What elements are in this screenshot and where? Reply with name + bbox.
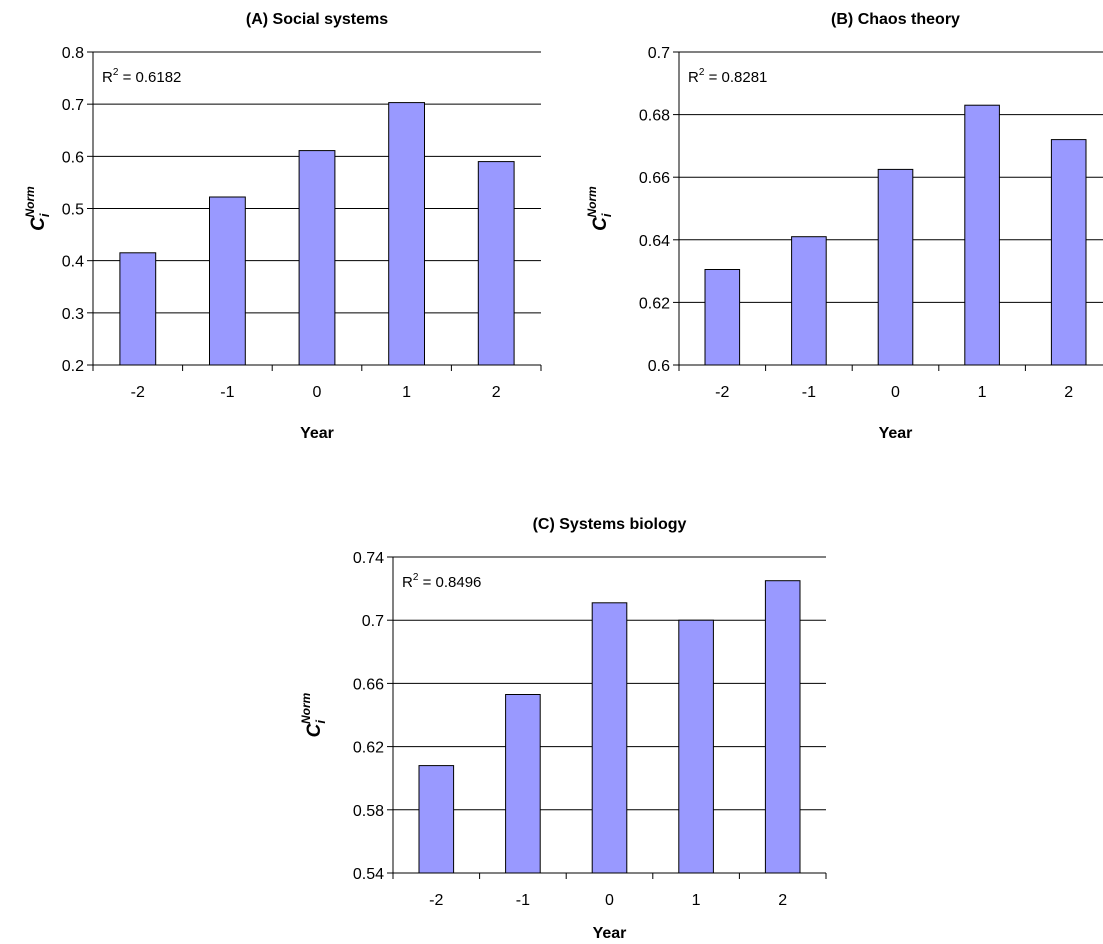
x-tick-label: 1 <box>978 384 987 401</box>
y-tick-label: 0.66 <box>353 676 384 693</box>
chart-title: (C) Systems biology <box>533 516 687 533</box>
x-tick-label: 1 <box>692 892 701 909</box>
bar <box>418 765 455 874</box>
y-tick-label: 0.6 <box>62 149 84 166</box>
bar <box>298 150 336 366</box>
chart-title: (A) Social systems <box>246 11 388 28</box>
y-tick-label: 0.68 <box>639 108 670 125</box>
r-squared-annotation: R2 = 0.8496 <box>402 572 481 591</box>
x-tick-label: -1 <box>516 892 530 909</box>
bar <box>704 269 741 366</box>
y-tick-label: 0.7 <box>648 45 670 62</box>
y-axis-title: CiNorm <box>585 186 614 231</box>
y-tick-label: 0.7 <box>62 97 84 114</box>
x-tick-label: 2 <box>1064 384 1073 401</box>
x-tick-label: 0 <box>605 892 614 909</box>
x-axis-title: Year <box>300 425 334 442</box>
chart-title: (B) Chaos theory <box>831 11 960 28</box>
y-tick-label: 0.2 <box>62 358 84 375</box>
chart-panel-2: 0.54 0.58 0.62 0.66 0.7 0.74 -2 -1 0 1 2 (C) System… <box>299 516 827 942</box>
x-tick-label: 2 <box>778 892 787 909</box>
chart-panel-1: 0.6 0.62 0.64 0.66 0.68 0.7 -2 -1 0 1 2 (B) Chaos t… <box>585 11 1103 442</box>
x-tick-label: 0 <box>891 384 900 401</box>
y-tick-label: 0.74 <box>353 550 384 567</box>
bar <box>764 580 801 874</box>
x-tick-label: 2 <box>492 384 501 401</box>
bar <box>877 168 914 366</box>
y-tick-label: 0.64 <box>639 233 670 250</box>
bar <box>964 104 1000 366</box>
y-tick-label: 0.7 <box>362 613 384 630</box>
bar <box>591 602 628 874</box>
x-tick-label: 0 <box>313 384 322 401</box>
y-tick-label: 0.3 <box>62 306 84 323</box>
r-squared-annotation: R2 = 0.6182 <box>102 67 181 86</box>
y-tick-label: 0.5 <box>62 202 84 219</box>
r-squared-annotation: R2 = 0.8281 <box>688 67 767 86</box>
bar <box>505 694 541 874</box>
x-tick-label: -1 <box>802 384 816 401</box>
y-tick-label: 0.62 <box>639 295 670 312</box>
x-tick-label: -1 <box>220 384 234 401</box>
y-tick-label: 0.58 <box>353 803 384 820</box>
y-tick-label: 0.62 <box>353 740 384 757</box>
x-axis-title: Year <box>593 925 627 942</box>
y-axis-title: CiNorm <box>299 692 328 737</box>
bar <box>477 161 515 366</box>
y-tick-label: 0.8 <box>62 45 84 62</box>
y-tick-label: 0.4 <box>62 254 84 271</box>
x-tick-label: -2 <box>715 384 729 401</box>
x-axis-title: Year <box>879 425 913 442</box>
x-tick-label: -2 <box>131 384 145 401</box>
bar <box>119 252 157 366</box>
bar <box>791 236 827 366</box>
chart-panel-0: 0.2 0.3 0.4 0.5 0.6 0.7 0.8 -2 -1 0 1 2 (A) Social s… <box>23 11 542 442</box>
x-tick-label: 1 <box>402 384 411 401</box>
bar <box>209 196 246 366</box>
bar <box>388 102 426 366</box>
y-tick-label: 0.6 <box>648 358 670 375</box>
x-tick-label: -2 <box>429 892 443 909</box>
y-tick-label: 0.66 <box>639 170 670 187</box>
y-axis-title: CiNorm <box>23 186 52 231</box>
bar <box>678 619 714 874</box>
bar <box>1050 139 1087 366</box>
y-tick-label: 0.54 <box>353 866 384 883</box>
